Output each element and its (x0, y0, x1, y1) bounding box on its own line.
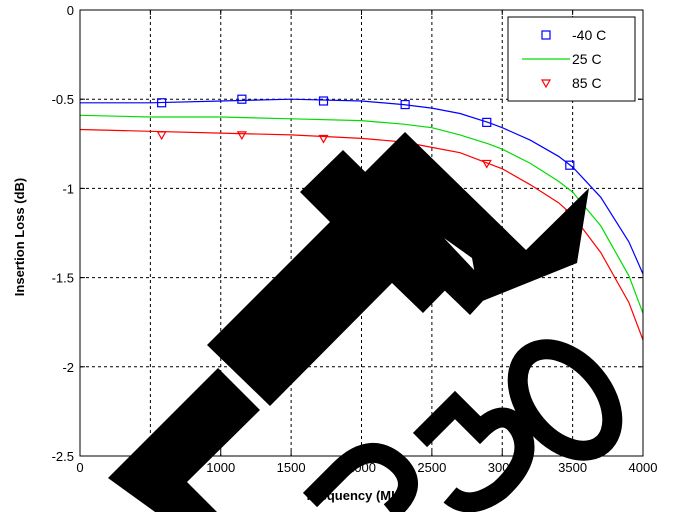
x-tick-label: 500 (140, 460, 162, 475)
watermark-digits (302, 339, 623, 512)
series-marker-0 (318, 96, 329, 106)
legend: -40 C 25 C 85 C (507, 16, 636, 102)
tick-labels: 0 500 1000 1500 2000 2500 3000 3500 4000 0 -0.5 -1 -… (52, 3, 658, 475)
y-tick-label: -1.5 (52, 271, 74, 286)
y-tick-label: 0 (67, 3, 74, 18)
watermark-letter-e (108, 368, 260, 512)
series-layer (79, 94, 644, 341)
legend-marker-0 (541, 30, 551, 40)
series-marker-0 (237, 94, 247, 104)
series-line-0 (80, 98, 644, 275)
x-tick-label: 4000 (629, 460, 658, 475)
series-marker-2 (481, 159, 492, 169)
series-line-2 (79, 128, 644, 341)
x-tick-label: 0 (76, 460, 83, 475)
series-marker-0 (157, 98, 167, 108)
x-tick-label: 2000 (347, 460, 376, 475)
axes (79, 9, 644, 457)
watermark-letter-e-2 (355, 132, 589, 315)
legend-marker-2 (540, 79, 552, 89)
series-line-1 (79, 114, 644, 314)
legend-label-2: 85 C (572, 75, 602, 91)
x-tick-label: 1000 (206, 460, 235, 475)
x-tick-label: 1500 (277, 460, 306, 475)
y-tick-label: -0.5 (52, 92, 74, 107)
watermark (108, 132, 623, 512)
legend-label-0: -40 C (572, 27, 606, 43)
y-tick-label: -2 (62, 360, 74, 375)
x-tick-label: 3000 (488, 460, 517, 475)
y-axis-label: Insertion Loss (dB) (12, 178, 27, 296)
series-marker-2 (236, 131, 247, 141)
y-tick-label: -2.5 (52, 449, 74, 464)
series-marker-0 (400, 99, 410, 110)
legend-label-1: 25 C (572, 51, 602, 67)
x-tick-label: 2500 (417, 460, 446, 475)
series-marker-2 (318, 134, 329, 144)
series-marker-0 (565, 160, 575, 170)
x-axis-label: Frequency (MHz) (307, 488, 412, 503)
series-marker-0 (482, 117, 492, 127)
y-tick-label: -1 (62, 181, 74, 196)
x-tick-label: 3500 (558, 460, 587, 475)
series-marker-2 (156, 131, 167, 141)
